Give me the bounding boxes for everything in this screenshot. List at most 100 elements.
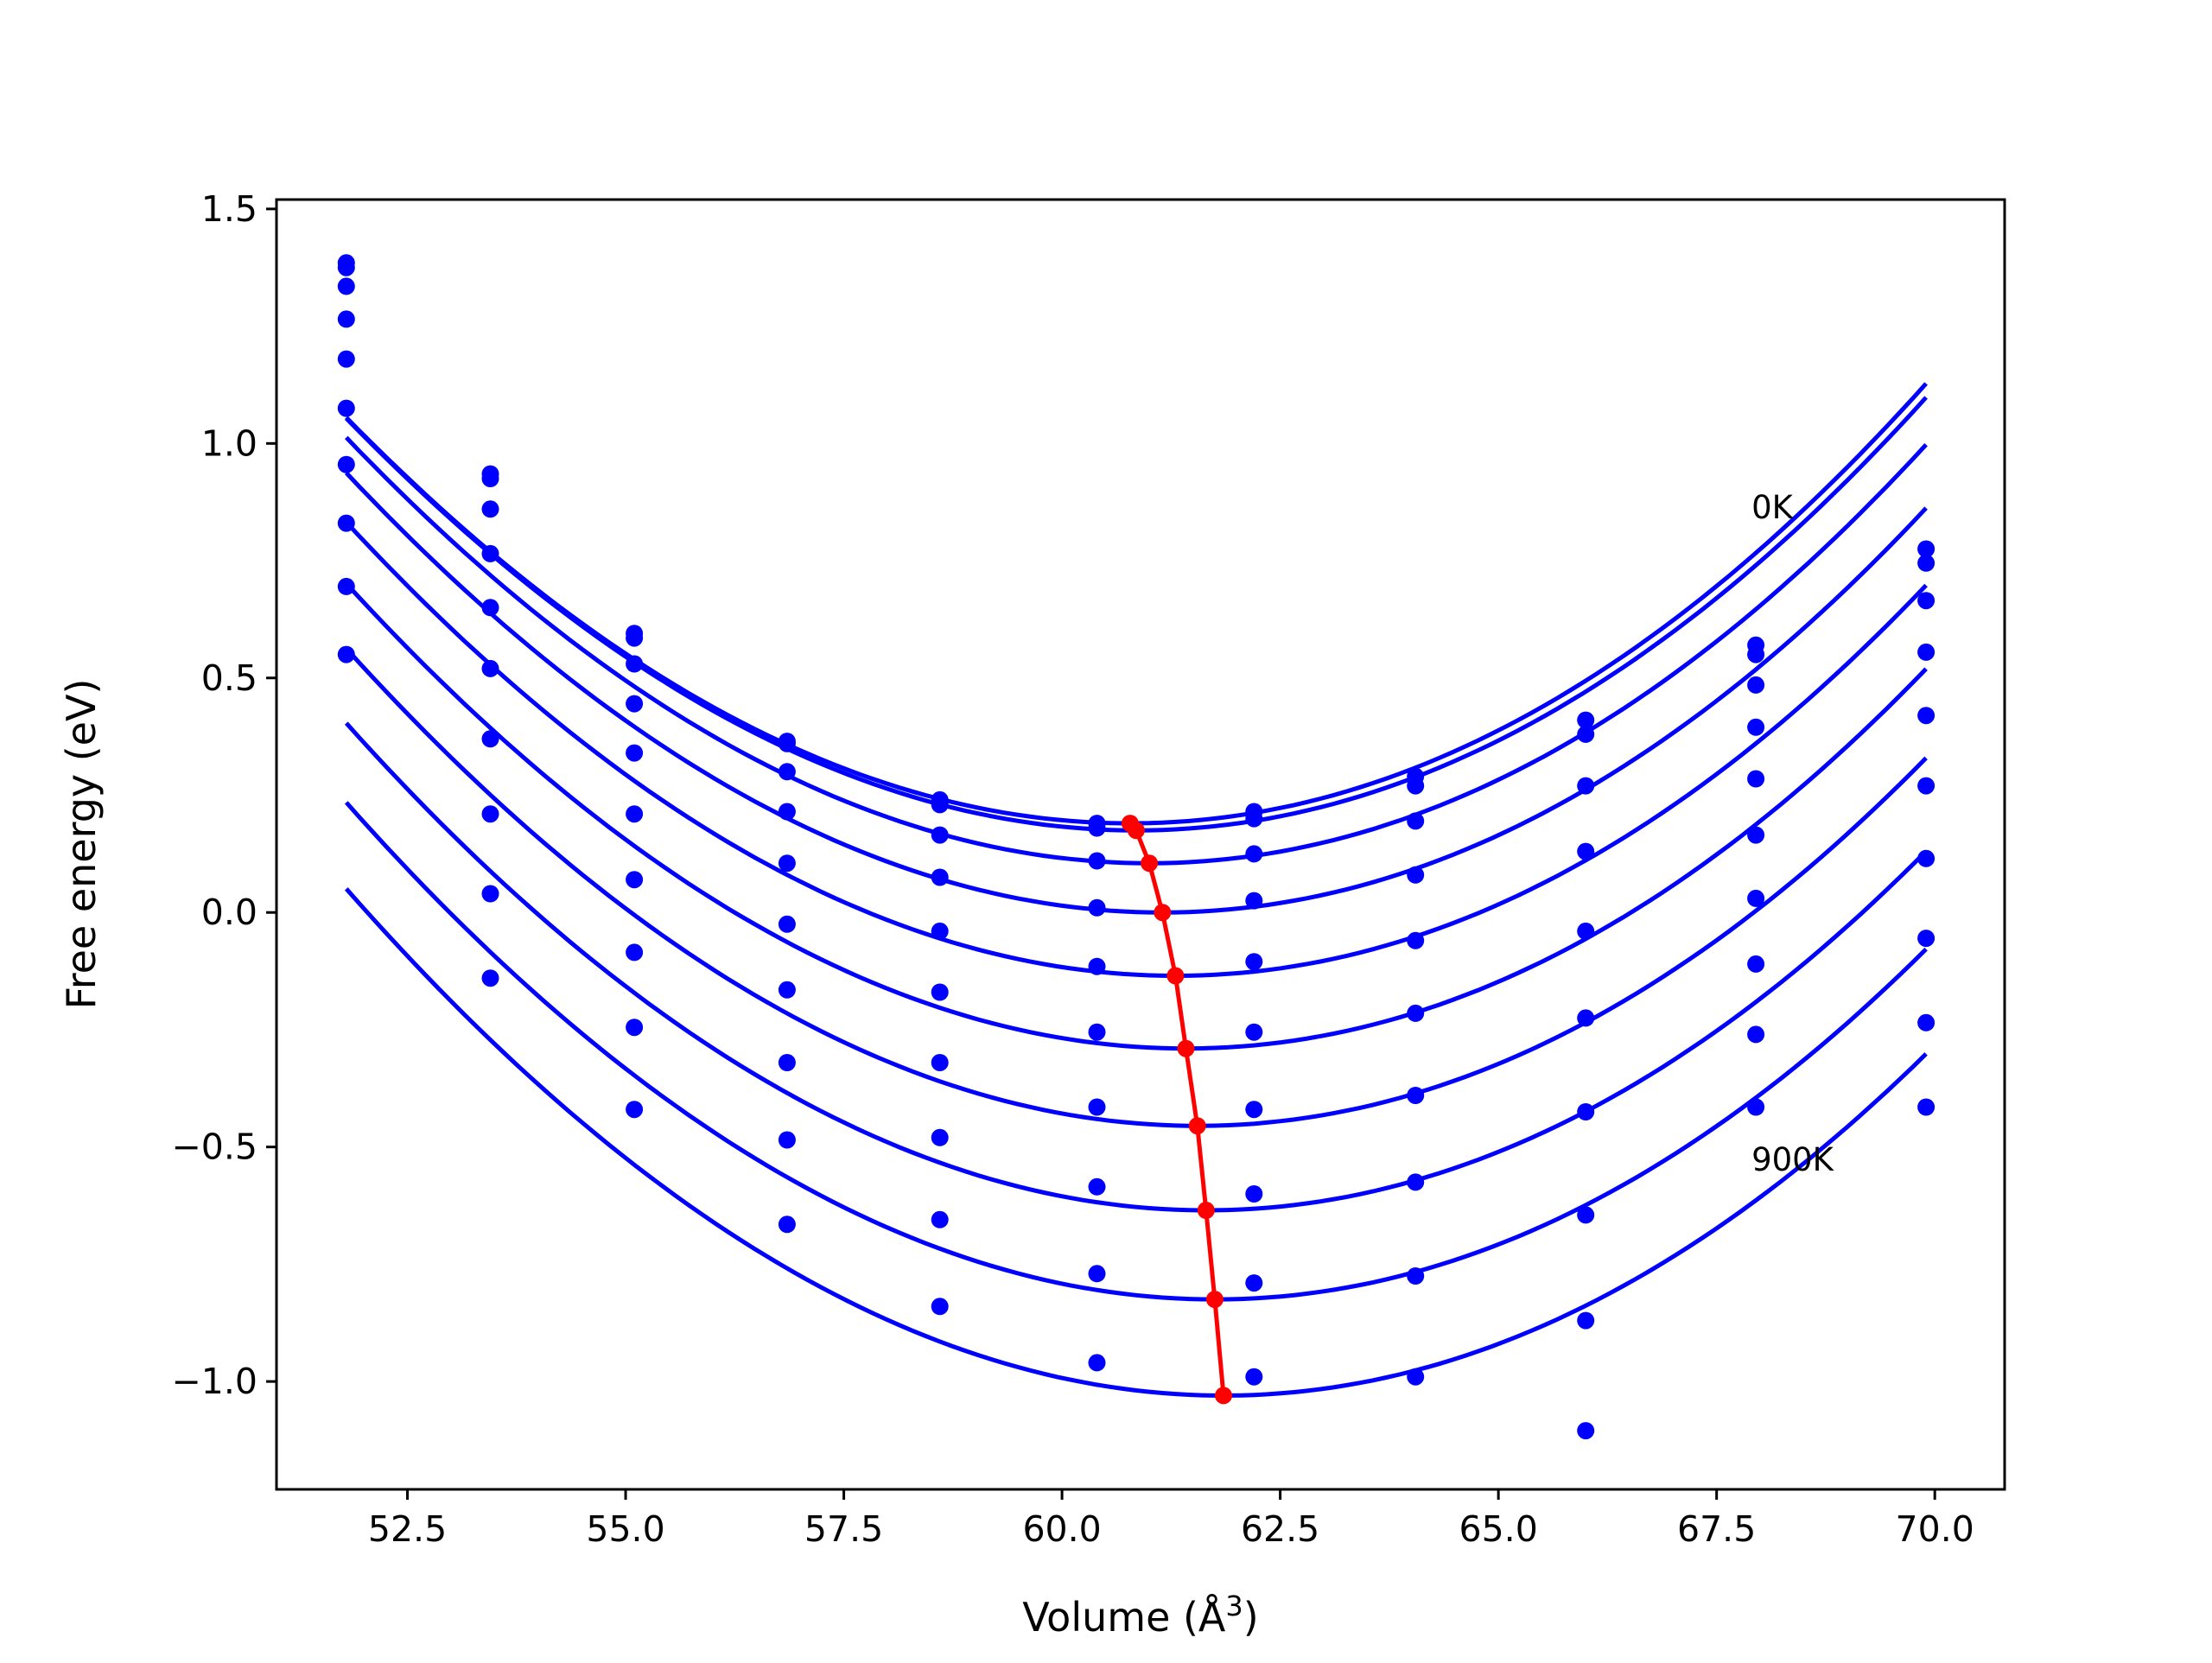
data-point <box>1747 1025 1765 1044</box>
data-point <box>931 1298 949 1316</box>
data-point <box>481 599 499 617</box>
data-point <box>481 885 499 903</box>
plot-frame <box>275 198 2006 1491</box>
minima-point <box>1215 1387 1232 1405</box>
data-point <box>1577 711 1595 729</box>
data-point <box>1407 1004 1425 1022</box>
data-point <box>1917 707 1936 725</box>
data-point <box>1917 540 1936 558</box>
y-axis-ticks: 1.5 1.0 0.5 0.0 −0.5 −1.0 <box>171 188 276 1402</box>
data-point <box>778 981 796 999</box>
data-point <box>626 655 644 673</box>
data-point <box>778 1054 796 1071</box>
data-point <box>931 796 949 814</box>
data-point <box>1747 889 1765 907</box>
data-point <box>1917 849 1936 867</box>
data-point <box>481 470 499 487</box>
minima-point <box>1177 1039 1195 1057</box>
data-point <box>1747 1098 1765 1116</box>
x-tick-label: 67.5 <box>1677 1508 1756 1550</box>
data-point <box>931 1128 949 1146</box>
data-point <box>626 744 644 762</box>
x-tick-label: 70.0 <box>1896 1508 1974 1550</box>
minima-path <box>1121 815 1232 1405</box>
fit-curve-3 <box>344 471 1928 915</box>
x-axis-ticks: 52.5 55.0 57.5 60.0 62.5 65.0 67.5 70.0 <box>368 1489 1974 1550</box>
annotations: 0K 900K <box>1751 489 1835 1178</box>
data-point <box>1088 898 1106 917</box>
minima-point <box>1141 854 1159 873</box>
data-point <box>931 1210 949 1228</box>
y-axis-label: Free energy (eV) <box>58 679 105 1010</box>
data-point <box>1577 922 1595 940</box>
data-point <box>1577 842 1595 860</box>
fit-curve-8 <box>344 801 1928 1302</box>
x-axis-label: Volume (Å3) <box>1022 1590 1258 1641</box>
data-point <box>481 969 499 987</box>
data-point <box>626 943 644 962</box>
data-point <box>1747 955 1765 973</box>
data-point <box>778 915 796 933</box>
y-tick-label: 1.5 <box>201 188 257 230</box>
fit-curve-9 <box>344 887 1928 1398</box>
data-point <box>1407 777 1425 795</box>
minima-line <box>1128 822 1226 1396</box>
data-point <box>1407 931 1425 949</box>
data-point <box>337 350 355 368</box>
y-tick-label: 1.0 <box>201 422 257 464</box>
minima-point <box>1188 1117 1206 1135</box>
data-point <box>778 1216 796 1234</box>
data-point <box>1245 1368 1263 1386</box>
y-tick-label: −1.0 <box>171 1361 257 1402</box>
data-point <box>1917 554 1936 572</box>
data-point <box>1407 866 1425 884</box>
data-point <box>931 1054 949 1071</box>
data-point <box>931 922 949 940</box>
data-point <box>481 500 499 518</box>
x-tick-label: 52.5 <box>368 1508 447 1550</box>
data-point <box>337 645 355 663</box>
data-point <box>1245 1101 1263 1119</box>
data-point <box>337 310 355 328</box>
data-point <box>1088 1354 1106 1372</box>
data-point <box>626 805 644 823</box>
data-point <box>1577 1009 1595 1027</box>
data-point <box>1088 1098 1106 1116</box>
data-point <box>1577 1422 1595 1440</box>
data-point <box>778 1131 796 1149</box>
data-point <box>1747 718 1765 736</box>
data-point <box>1245 1023 1263 1041</box>
y-tick-label: −0.5 <box>171 1127 257 1168</box>
data-point <box>931 826 949 844</box>
data-point <box>626 695 644 713</box>
data-point <box>1917 1013 1936 1031</box>
data-point <box>1407 812 1425 830</box>
data-point <box>1917 777 1936 795</box>
data-point <box>337 577 355 595</box>
data-point <box>1917 930 1936 948</box>
minima-point <box>1127 822 1145 840</box>
x-tick-label: 62.5 <box>1241 1508 1319 1550</box>
data-point <box>1245 845 1263 863</box>
data-point <box>1088 1265 1106 1283</box>
data-point <box>1577 777 1595 795</box>
data-point <box>1088 957 1106 975</box>
annotation-label: 900K <box>1751 1141 1835 1178</box>
data-point <box>1088 1023 1106 1041</box>
data-point <box>778 763 796 781</box>
data-points <box>337 254 1936 1440</box>
x-tick-label: 55.0 <box>586 1508 664 1550</box>
x-tick-label: 65.0 <box>1459 1508 1537 1550</box>
data-point <box>1407 1173 1425 1191</box>
fit-curve-5 <box>344 581 1928 1051</box>
data-point <box>1577 725 1595 743</box>
data-point <box>1088 1177 1106 1196</box>
y-tick-label: 0.5 <box>201 657 257 699</box>
data-point <box>337 514 355 532</box>
minima-point <box>1205 1291 1224 1309</box>
fit-curve-6 <box>344 646 1928 1128</box>
data-point <box>481 544 499 562</box>
data-point <box>626 1101 644 1119</box>
